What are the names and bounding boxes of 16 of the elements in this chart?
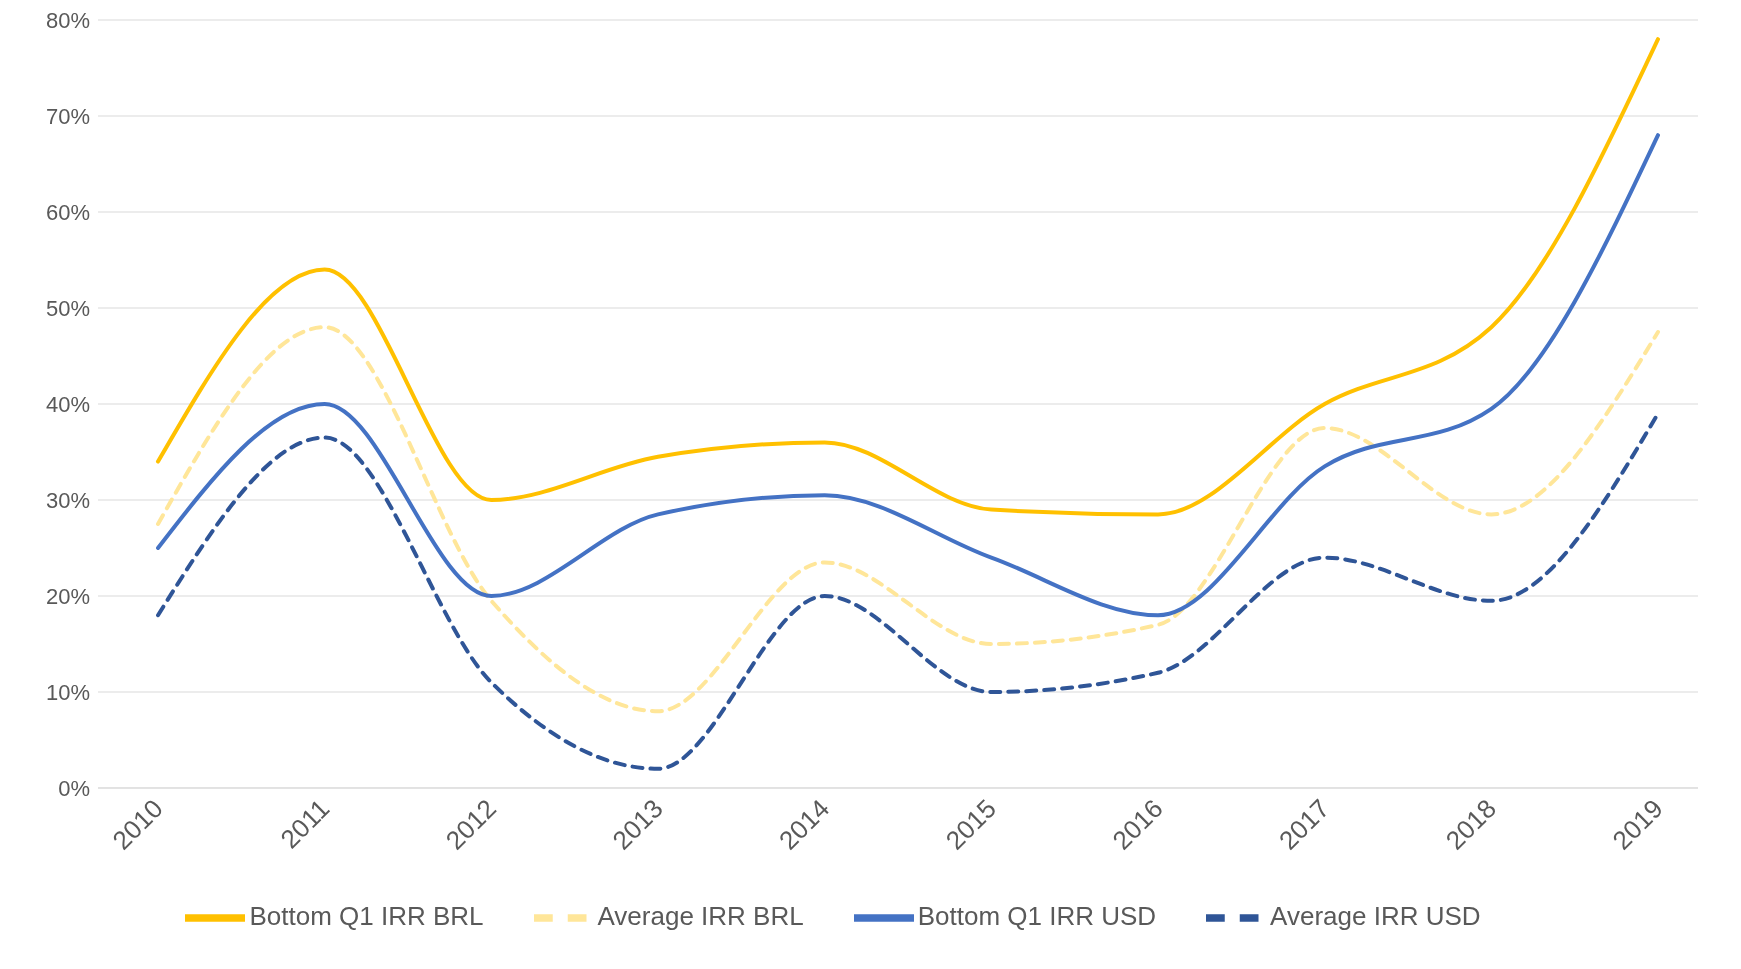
y-tick-label: 40% [45, 391, 90, 417]
y-tick-label: 50% [45, 295, 90, 321]
y-tick-label: 10% [45, 679, 90, 705]
legend-label: Bottom Q1 IRR USD [917, 900, 1157, 931]
y-tick-label: 60% [45, 199, 90, 225]
y-tick-label: 30% [45, 487, 90, 513]
line-series [156, 325, 1660, 714]
y-tick-label: 20% [45, 583, 90, 609]
y-tick-label: 0% [58, 775, 90, 801]
line-series [156, 133, 1660, 618]
y-tick-label: 70% [45, 103, 90, 129]
line-series [156, 37, 1660, 517]
legend-label: Bottom Q1 IRR BRL [249, 900, 484, 931]
y-tick-label: 80% [45, 7, 90, 33]
legend-label: Average IRR USD [1270, 900, 1481, 931]
legend-label: Average IRR BRL [597, 900, 804, 931]
